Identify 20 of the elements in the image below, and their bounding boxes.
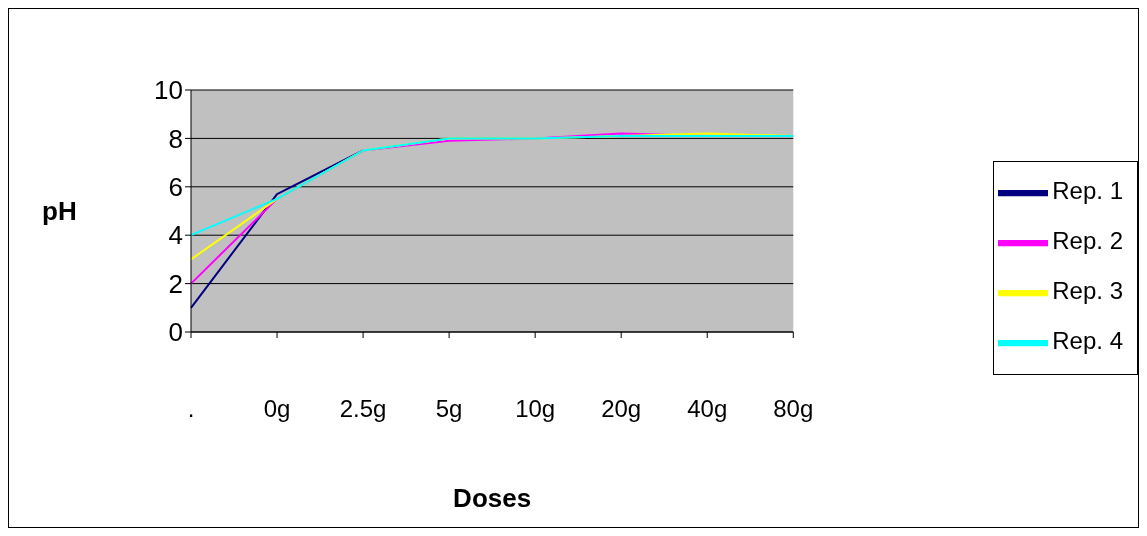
x-tick-label: 80g bbox=[773, 395, 814, 423]
y-tick-label: 10 bbox=[154, 75, 183, 106]
x-tick-label: . bbox=[187, 395, 195, 423]
x-tick-label: 10g bbox=[515, 395, 556, 423]
x-tick-label: 0g bbox=[263, 395, 291, 423]
legend-label: Rep. 4 bbox=[1052, 327, 1123, 355]
legend-label: Rep. 1 bbox=[1052, 177, 1123, 205]
x-tick-label: 40g bbox=[687, 395, 728, 423]
legend-label: Rep. 3 bbox=[1052, 277, 1123, 305]
x-tick-label: 20g bbox=[601, 395, 642, 423]
legend-label: Rep. 2 bbox=[1052, 227, 1123, 255]
x-axis-title: Doses bbox=[453, 483, 532, 513]
y-tick-label: 2 bbox=[168, 268, 183, 299]
x-tick-label: 5g bbox=[435, 395, 463, 423]
x-tick-label: 2.5g bbox=[339, 395, 387, 423]
y-tick-label: 8 bbox=[168, 123, 183, 154]
y-tick-label: 4 bbox=[168, 220, 183, 251]
y-axis-title: pH bbox=[42, 196, 77, 227]
y-tick-label: 6 bbox=[168, 172, 183, 203]
y-tick-label: 0 bbox=[168, 317, 183, 348]
